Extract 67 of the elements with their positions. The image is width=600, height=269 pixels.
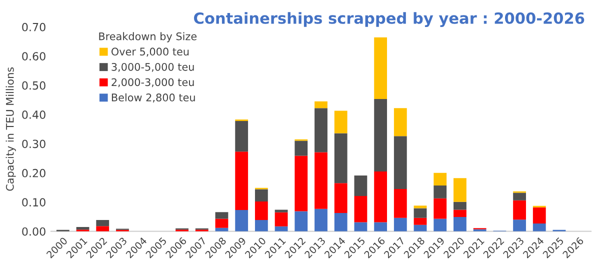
chart-title: Containerships scrapped by year : 2000-2026	[194, 12, 584, 28]
bar	[454, 202, 466, 210]
bar	[454, 217, 466, 232]
y-tick-label: 0.30	[22, 140, 46, 148]
bar	[274, 210, 288, 212]
y-tick-label: 0.00	[22, 227, 46, 236]
bar	[454, 210, 466, 218]
bar	[334, 183, 348, 213]
bar	[374, 222, 388, 232]
bar	[434, 198, 447, 219]
bar	[96, 226, 110, 232]
y-tick-label: 0.70	[22, 22, 46, 32]
bar	[294, 211, 308, 232]
bar	[294, 156, 308, 212]
bar	[374, 99, 388, 172]
bar	[513, 192, 526, 200]
y-tick-label: 0.20	[22, 168, 46, 178]
bar	[334, 212, 348, 232]
bar	[374, 171, 388, 222]
bar	[354, 222, 368, 232]
bar	[434, 172, 447, 186]
bar	[215, 218, 228, 228]
legend-title: Breakdown by Size	[99, 32, 197, 42]
bar	[454, 178, 466, 202]
y-axis-title: Capacity in TEU Millions	[6, 67, 16, 191]
bar	[274, 212, 288, 226]
bar	[532, 223, 546, 232]
bar	[414, 206, 427, 208]
bar	[76, 226, 90, 230]
bar	[513, 220, 526, 232]
y-tick-label: 0.40	[22, 110, 46, 119]
bar	[254, 220, 268, 232]
bar	[374, 37, 388, 100]
bar	[254, 202, 268, 220]
bar	[394, 218, 407, 232]
bar	[434, 218, 447, 232]
bar	[314, 152, 328, 209]
bar	[414, 218, 427, 225]
bar	[314, 101, 328, 108]
bar	[314, 108, 328, 152]
bar	[314, 208, 328, 232]
bar	[394, 136, 407, 189]
bar	[334, 133, 348, 184]
bar	[532, 207, 546, 224]
legend-label: Over 5,000 teu	[112, 48, 189, 57]
bar	[434, 185, 447, 198]
bar	[235, 120, 248, 152]
bar	[294, 140, 308, 156]
y-tick-label: 0.60	[22, 52, 46, 60]
bar	[354, 196, 368, 222]
legend-label: Below 2,800 teu	[112, 93, 195, 102]
bar	[334, 110, 348, 134]
bar	[394, 108, 407, 136]
bar	[414, 208, 427, 218]
bar	[513, 200, 526, 220]
bar	[215, 212, 228, 219]
y-tick-label: 0.10	[22, 198, 46, 207]
bar	[414, 224, 427, 232]
y-tick-label: 0.50	[22, 81, 46, 90]
bar	[96, 220, 110, 226]
bar	[235, 210, 248, 232]
legend-label: 2,000-3,000 teu	[112, 78, 194, 88]
bar	[394, 188, 407, 218]
bar	[254, 189, 268, 202]
legend-label: 3,000-5,000 teu	[112, 62, 194, 72]
bar	[354, 176, 368, 196]
bar	[235, 152, 248, 210]
